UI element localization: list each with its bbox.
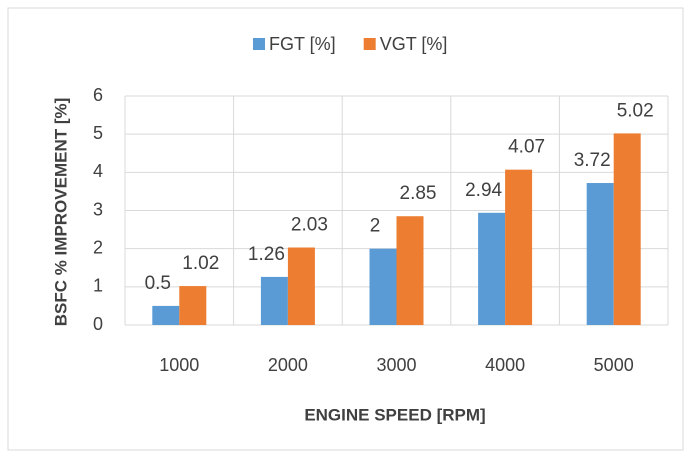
bar (396, 216, 424, 325)
value-label: 2.94 (465, 180, 502, 201)
bar (369, 248, 397, 325)
value-label: 4.07 (508, 137, 545, 158)
y-tick-label: 0 (93, 314, 103, 334)
value-label: 5.02 (617, 100, 654, 121)
bar (613, 133, 641, 325)
bar (152, 305, 180, 325)
value-label: 1.26 (248, 244, 285, 265)
bar (478, 212, 506, 325)
y-tick-label: 1 (93, 276, 103, 296)
y-axis-title: BSFC % IMPROVEMENT [%] (51, 98, 70, 327)
chart-border (7, 7, 684, 451)
legend-swatch (363, 38, 376, 50)
value-label: 2 (370, 216, 381, 237)
legend-label: FGT [%] (269, 34, 336, 54)
bar (287, 247, 315, 325)
y-tick-label: 2 (93, 237, 103, 257)
bar (586, 183, 614, 325)
bar (505, 169, 533, 325)
x-tick-label: 3000 (376, 355, 416, 375)
y-tick-label: 4 (93, 161, 103, 181)
value-label: 3.72 (574, 150, 611, 171)
y-tick-label: 5 (93, 123, 103, 143)
bar (179, 286, 207, 325)
value-label: 2.03 (291, 215, 328, 236)
y-tick-label: 6 (93, 85, 103, 105)
x-tick-label: 2000 (268, 355, 308, 375)
value-label: 0.5 (145, 273, 171, 294)
x-tick-label: 5000 (594, 355, 634, 375)
bar (260, 276, 288, 325)
legend-swatch (253, 38, 265, 50)
x-tick-label: 1000 (159, 355, 199, 375)
x-tick-label: 4000 (485, 355, 525, 375)
legend-label: VGT [%] (380, 34, 448, 54)
x-axis-title: ENGINE SPEED [RPM] (304, 405, 485, 424)
value-label: 2.85 (400, 183, 437, 204)
value-label: 1.02 (182, 253, 219, 274)
y-tick-label: 3 (93, 199, 103, 219)
